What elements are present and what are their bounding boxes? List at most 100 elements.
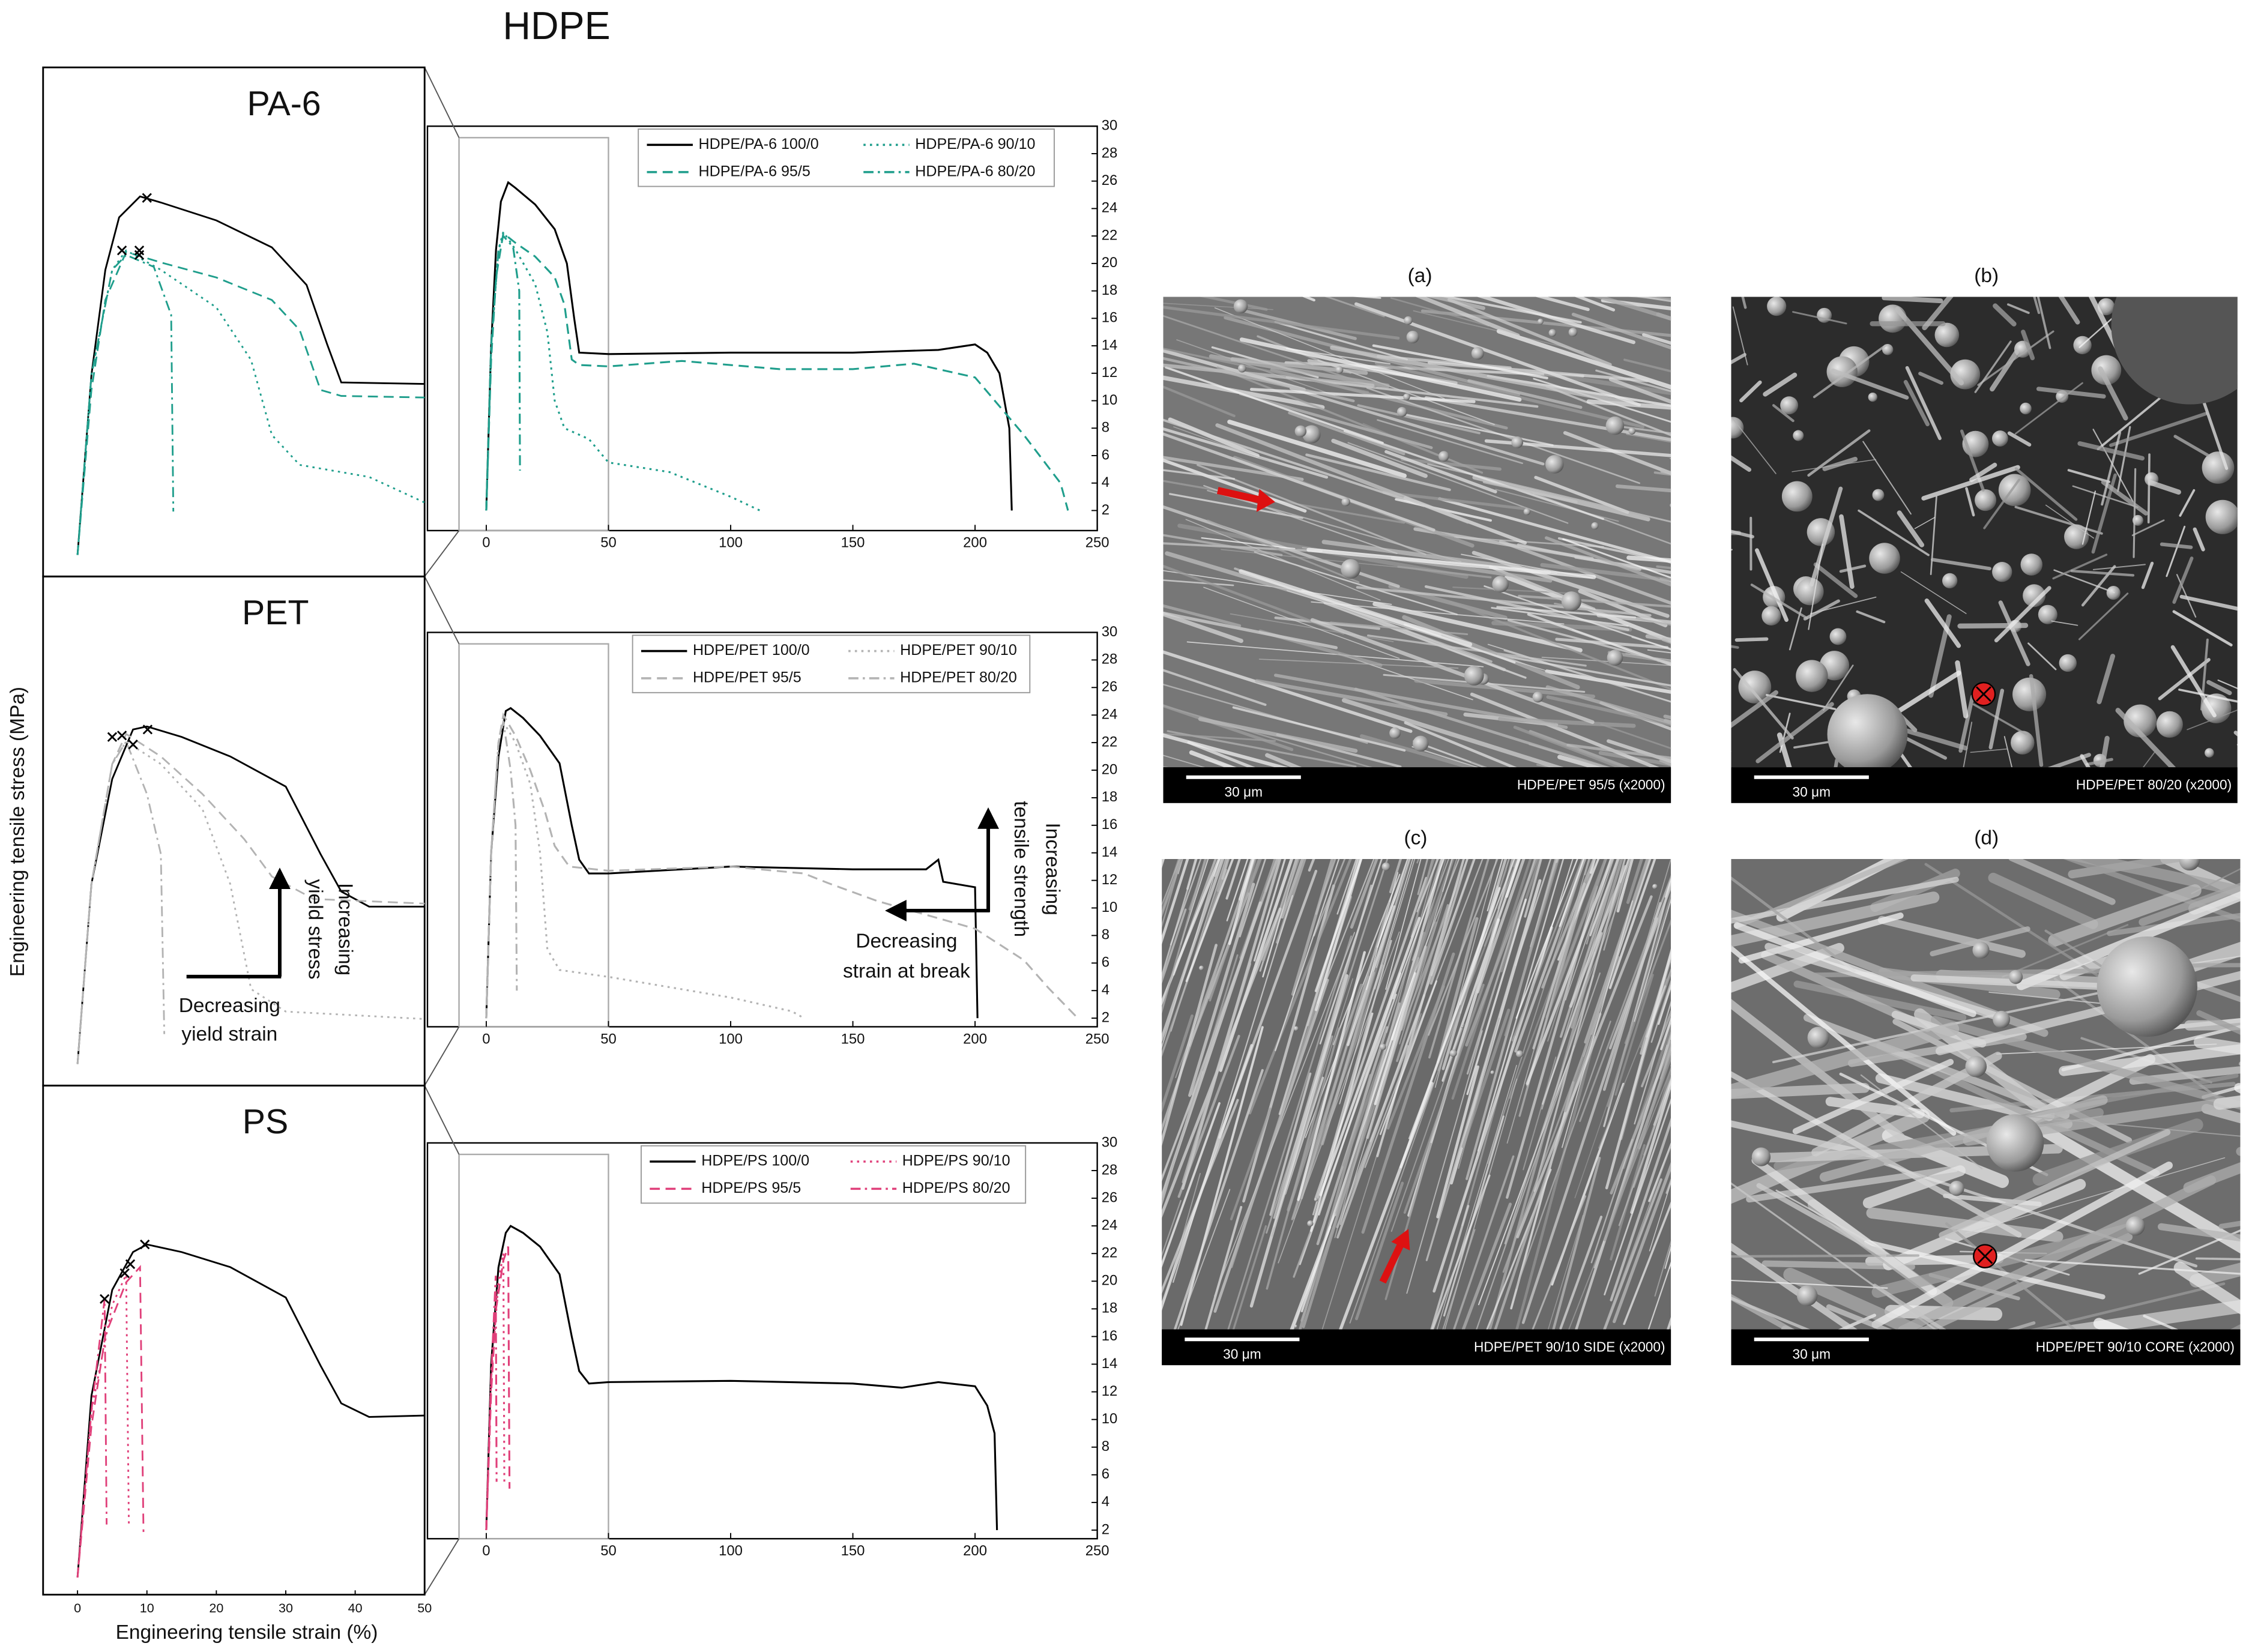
sem-fiber (1227, 935, 1353, 1330)
sem-fiber (1579, 874, 1671, 1123)
sem-fiber (1173, 1069, 1264, 1330)
sem-fiber (1930, 496, 1937, 576)
sem-fiber (1839, 514, 1855, 589)
y-tick-label: 30 (1102, 118, 1118, 134)
sem-fiber (2029, 674, 2044, 767)
sem-fiber (1507, 619, 1671, 665)
sem-fiber (2217, 680, 2238, 689)
sem-fiber (1877, 915, 2026, 958)
sem-fiber (1216, 366, 1484, 474)
sem-fiber (1201, 537, 1296, 550)
sem-fiber (2036, 810, 2076, 823)
sem-fiber (1731, 891, 1940, 947)
sem-fiber (1722, 821, 1798, 833)
sem-fiber (1873, 224, 1882, 280)
sem-fiber (1470, 692, 1660, 768)
sem-fiber (1106, 919, 1159, 1055)
x-tick-label: 50 (600, 535, 617, 551)
sem-fiber (1679, 449, 1722, 459)
sem-fiber (1503, 650, 1671, 703)
zoom-connector (424, 1538, 460, 1595)
sem-fiber (1697, 376, 1707, 407)
y-tick-label: 18 (1102, 789, 1118, 805)
sem-sphere (1591, 522, 1599, 529)
sem-fiber (1163, 612, 1243, 644)
sem-fiber (1783, 1267, 1930, 1330)
sem-fiber (1321, 971, 1375, 1145)
sem-fiber (1232, 706, 1406, 752)
y-tick-label: 10 (1102, 899, 1118, 915)
sem-fiber (1347, 905, 1396, 1046)
sem-fiber (1291, 858, 1334, 996)
y-tick-label: 6 (1102, 1466, 1109, 1482)
scale-bar-label: 30 μm (1793, 784, 1831, 800)
sem-fiber (1924, 598, 1961, 648)
yield-marker (140, 1239, 150, 1250)
sem-fiber (2109, 412, 2208, 447)
sem-fiber (1731, 1297, 1811, 1330)
sem-fiber (1561, 900, 1633, 1148)
sem-fiber (1654, 1240, 1671, 1297)
sem-fiber (1515, 1020, 1611, 1289)
red-arrow-head (1256, 489, 1275, 512)
sem-fiber (2045, 504, 2095, 539)
sem-sphere (2205, 748, 2214, 758)
sem-fiber (1514, 858, 1552, 966)
sem-fiber (1162, 1102, 1221, 1268)
sem-fiber (1731, 455, 1752, 472)
series-line (485, 722, 518, 1019)
sem-fiber (1526, 858, 1613, 1085)
sem-fiber (2051, 620, 2078, 626)
sem-fiber (1590, 1139, 1633, 1264)
inset-series-line (76, 195, 425, 555)
sem-fiber (1792, 311, 1847, 325)
sem-fiber (1162, 908, 1187, 984)
sem-fiber (1575, 297, 1616, 312)
sem-fiber (1731, 1243, 1858, 1330)
sem-fiber (2033, 297, 2041, 315)
sem-sphere (1986, 1114, 2044, 1172)
sem-fiber (1384, 1142, 1432, 1300)
sem-fiber (1733, 922, 1976, 1017)
sem-fiber (1274, 321, 1408, 361)
sem-fiber (1603, 1144, 1671, 1330)
sem-fiber (1731, 1022, 1960, 1099)
sem-fiber (2217, 197, 2223, 240)
sem-fiber (1444, 1078, 1518, 1330)
sem-fiber (2070, 570, 2135, 577)
sem-fiber (1602, 246, 1891, 301)
annotation: Decreasing (856, 930, 957, 952)
sem-fiber (1207, 519, 1360, 583)
sem-fiber (1153, 240, 1296, 247)
annotation: yield strain (181, 1023, 277, 1046)
sem-fiber (1965, 1157, 2226, 1234)
sem-fiber (1998, 600, 2030, 666)
sem-fiber (1162, 1099, 1239, 1294)
sem-fiber (1922, 297, 1954, 331)
inset-series-line (76, 740, 166, 1064)
sem-fiber (1350, 858, 1378, 929)
inset-x-tick-label: 50 (417, 1601, 432, 1615)
plot-frame (426, 1142, 1098, 1540)
sem-fiber (1858, 509, 1930, 556)
sem-fiber (1312, 939, 1392, 1216)
sem-fiber (1331, 438, 1428, 478)
sem-fiber (1667, 1030, 1671, 1045)
sem-sphere (1406, 330, 1419, 343)
sem-fiber (1230, 357, 1368, 375)
sem-sphere (2156, 711, 2183, 738)
plot-frame (426, 632, 1098, 1028)
series-line (485, 712, 1079, 1019)
sem-fiber (1734, 858, 1909, 929)
sem-fiber (2014, 382, 2083, 435)
legend-label: HDPE/PS 100/0 (701, 1153, 809, 1169)
sem-fiber (1191, 858, 1279, 1096)
sem-fiber (1467, 379, 1583, 409)
sem-fiber (1731, 690, 1779, 728)
sem-fiber (1540, 562, 1671, 582)
y-tick-label: 8 (1102, 420, 1109, 436)
sem-fiber (1180, 858, 1209, 945)
sem-fiber (1499, 540, 1671, 605)
sem-sphere (1389, 727, 1401, 739)
